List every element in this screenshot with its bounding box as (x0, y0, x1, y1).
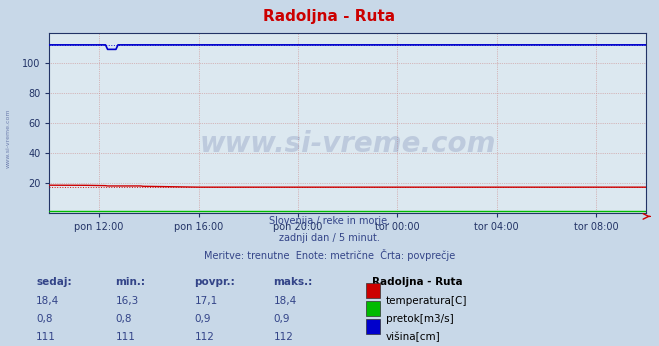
Text: 17,1: 17,1 (194, 296, 217, 306)
Text: pretok[m3/s]: pretok[m3/s] (386, 314, 453, 324)
Text: 0,9: 0,9 (194, 314, 211, 324)
Text: www.si-vreme.com: www.si-vreme.com (200, 130, 496, 158)
Text: www.si-vreme.com: www.si-vreme.com (5, 109, 11, 168)
Text: sedaj:: sedaj: (36, 277, 72, 287)
Text: 0,8: 0,8 (36, 314, 53, 324)
Text: 18,4: 18,4 (273, 296, 297, 306)
Text: 0,8: 0,8 (115, 314, 132, 324)
Text: maks.:: maks.: (273, 277, 313, 287)
Text: višina[cm]: višina[cm] (386, 332, 440, 342)
Text: 112: 112 (194, 332, 214, 342)
Text: 111: 111 (36, 332, 56, 342)
Text: zadnji dan / 5 minut.: zadnji dan / 5 minut. (279, 233, 380, 243)
Text: min.:: min.: (115, 277, 146, 287)
Text: temperatura[C]: temperatura[C] (386, 296, 467, 306)
Text: 112: 112 (273, 332, 293, 342)
Text: 16,3: 16,3 (115, 296, 138, 306)
Text: 18,4: 18,4 (36, 296, 59, 306)
Text: Meritve: trenutne  Enote: metrične  Črta: povprečje: Meritve: trenutne Enote: metrične Črta: … (204, 249, 455, 262)
Text: Radoljna - Ruta: Radoljna - Ruta (372, 277, 463, 287)
Text: Radoljna - Ruta: Radoljna - Ruta (264, 9, 395, 24)
Text: 111: 111 (115, 332, 135, 342)
Text: povpr.:: povpr.: (194, 277, 235, 287)
Text: 0,9: 0,9 (273, 314, 290, 324)
Text: Slovenija / reke in morje.: Slovenija / reke in morje. (269, 216, 390, 226)
